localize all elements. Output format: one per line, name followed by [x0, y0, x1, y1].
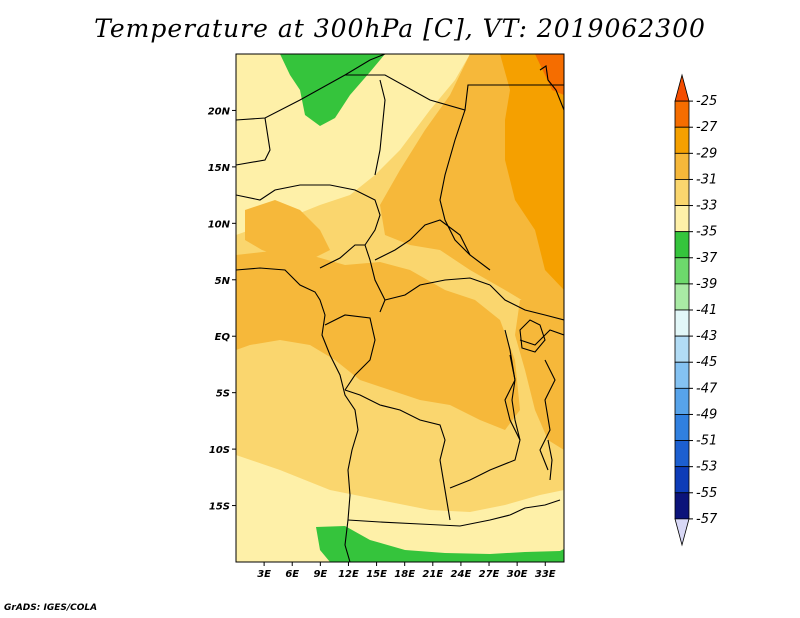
- border-angola-namibia: [347, 514, 511, 527]
- colorbar-swatch: [674, 466, 690, 494]
- lat-tick-label: 20N: [208, 106, 231, 117]
- lon-tick-label: 3E: [257, 569, 271, 580]
- colorbar-label: -37: [696, 251, 718, 266]
- colorbar-swatch: [674, 73, 690, 102]
- colorbar-swatch: [674, 335, 690, 363]
- lon-tick-label: 9E: [313, 569, 327, 580]
- field-south-green: [316, 526, 564, 562]
- coastline-lake-malawi: [547, 439, 553, 481]
- coastlines: [236, 65, 564, 562]
- lon-tick-label: 33E: [535, 569, 556, 580]
- lon-tick-label: 21E: [422, 569, 443, 580]
- colorbar-label: -45: [696, 355, 717, 370]
- lon-tick-label: 6E: [285, 569, 299, 580]
- colorbar-label: -35: [696, 225, 717, 240]
- lon-tick-label: 12E: [338, 569, 359, 580]
- colorbar-label: -49: [696, 407, 717, 422]
- colorbar-label: -55: [696, 486, 717, 501]
- coastline-lake-tanganyika: [509, 354, 521, 441]
- colorbar-swatch: [674, 518, 690, 547]
- grads-credit: GrADS: IGES/COLA: [4, 603, 98, 613]
- colorbar-label: -57: [696, 512, 718, 527]
- field-lake-warm: [515, 300, 564, 450]
- lon-tick-label: 15E: [366, 569, 387, 580]
- colorbar-label: -41: [696, 303, 717, 318]
- colorbar-label: -25: [696, 94, 717, 109]
- colorbar-label: -29: [696, 146, 717, 161]
- border-angola-zambia: [439, 459, 451, 521]
- colorbar-swatch: [674, 283, 690, 311]
- coastline-red-sea: [539, 65, 564, 111]
- border-lakes-east: [519, 329, 564, 346]
- field-east-hot: [500, 54, 564, 290]
- lat-tick-label: 5N: [215, 276, 231, 287]
- border-sudan-south: [489, 284, 564, 321]
- lat-tick-label: 15N: [208, 163, 231, 174]
- lat-tick-label: EQ: [215, 332, 231, 343]
- field-north-green: [280, 54, 385, 126]
- colorbar-swatch: [674, 257, 690, 285]
- border-gabon-congo: [324, 314, 376, 391]
- colorbar-swatch: [674, 205, 690, 233]
- colorbar-label: -33: [696, 199, 717, 214]
- map-title: Temperature at 300hPa [C], VT: 201906230…: [94, 14, 706, 43]
- colorbar-label: -27: [696, 120, 718, 135]
- border-tanzania: [539, 359, 556, 471]
- latitude-axis: 20N 15N 10N 5N EQ 5S 10S 15S: [208, 106, 236, 513]
- colorbar-label: -47: [696, 381, 718, 396]
- border-sahara-north: [236, 54, 386, 121]
- border-chad-east: [439, 109, 491, 271]
- border-car-south: [384, 277, 491, 301]
- field-central-warm: [236, 250, 520, 430]
- colorbar-label: -43: [696, 329, 717, 344]
- colorbar-swatch: [674, 361, 690, 389]
- colorbar-swatch: [674, 492, 690, 520]
- colorbar-swatch: [674, 414, 690, 441]
- map-frame: [235, 53, 565, 563]
- border-drc-west: [344, 389, 446, 461]
- longitude-axis: 3E 6E 9E 12E 15E 18E 21E 24E 27E 30E 33E: [257, 562, 556, 580]
- colorbar-swatch: [674, 179, 690, 206]
- colorbar: -25 -27 -29 -31 -33 -35 -37 -39 -41 -43 -45 -47 -49 -…: [674, 73, 718, 547]
- lon-tick-label: 27E: [479, 569, 500, 580]
- colorbar-swatch: [674, 126, 690, 154]
- colorbar-swatch: [674, 100, 690, 128]
- lon-tick-label: 18E: [394, 569, 415, 580]
- coastline-gulf-of-guinea: [236, 267, 359, 562]
- colorbar-label: -39: [696, 277, 717, 292]
- lat-tick-label: 10N: [208, 219, 231, 230]
- lat-tick-label: 5S: [216, 389, 230, 400]
- colorbar-label: -53: [696, 460, 717, 475]
- border-car-north: [374, 219, 471, 261]
- colorbar-swatch: [674, 440, 690, 468]
- border-chad-nigeria: [374, 79, 386, 176]
- lon-tick-label: 30E: [507, 569, 528, 580]
- colorbar-label: -31: [696, 172, 717, 187]
- colorbar-swatch: [674, 309, 690, 337]
- lat-tick-label: 10S: [209, 445, 230, 456]
- lat-tick-label: 15S: [209, 502, 230, 513]
- border-zambia-south: [509, 499, 561, 516]
- colorbar-swatch: [674, 231, 690, 259]
- colorbar-swatch: [674, 387, 690, 415]
- temperature-field: [236, 54, 564, 562]
- border-algeria-mali: [236, 117, 271, 166]
- coastline-lake-victoria: [519, 319, 546, 353]
- border-nigeria-cameroon: [319, 244, 386, 313]
- border-niger-nigeria: [236, 184, 381, 246]
- colorbar-label: -51: [696, 434, 717, 449]
- field-sahara-pale: [236, 54, 470, 235]
- lon-tick-label: 24E: [451, 569, 472, 580]
- field-gulf-warm: [245, 200, 330, 260]
- colorbar-swatch: [674, 152, 690, 180]
